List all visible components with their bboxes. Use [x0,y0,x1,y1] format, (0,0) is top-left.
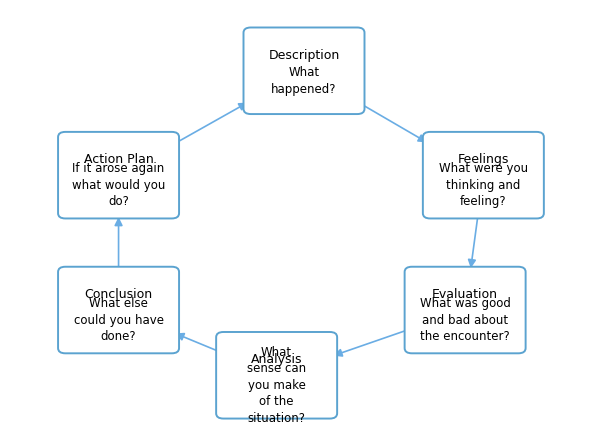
Text: Feelings: Feelings [458,153,509,165]
FancyBboxPatch shape [58,267,179,353]
Text: Action Plan: Action Plan [84,153,153,165]
Text: Description: Description [268,49,340,61]
Text: Evaluation: Evaluation [432,287,498,300]
FancyBboxPatch shape [216,332,337,418]
FancyBboxPatch shape [404,267,525,353]
FancyBboxPatch shape [58,133,179,219]
Text: What else
could you have
done?: What else could you have done? [74,296,164,342]
Text: Conclusion: Conclusion [85,287,153,300]
Text: What
sense can
you make
of the
situation?: What sense can you make of the situation… [247,345,306,424]
FancyBboxPatch shape [243,29,364,115]
Text: Analysis: Analysis [251,352,302,365]
FancyBboxPatch shape [423,133,544,219]
Text: What
happened?: What happened? [271,66,337,95]
Text: If it arose again
what would you
do?: If it arose again what would you do? [72,162,165,208]
Text: What were you
thinking and
feeling?: What were you thinking and feeling? [439,162,528,208]
Text: What was good
and bad about
the encounter?: What was good and bad about the encounte… [420,296,511,342]
